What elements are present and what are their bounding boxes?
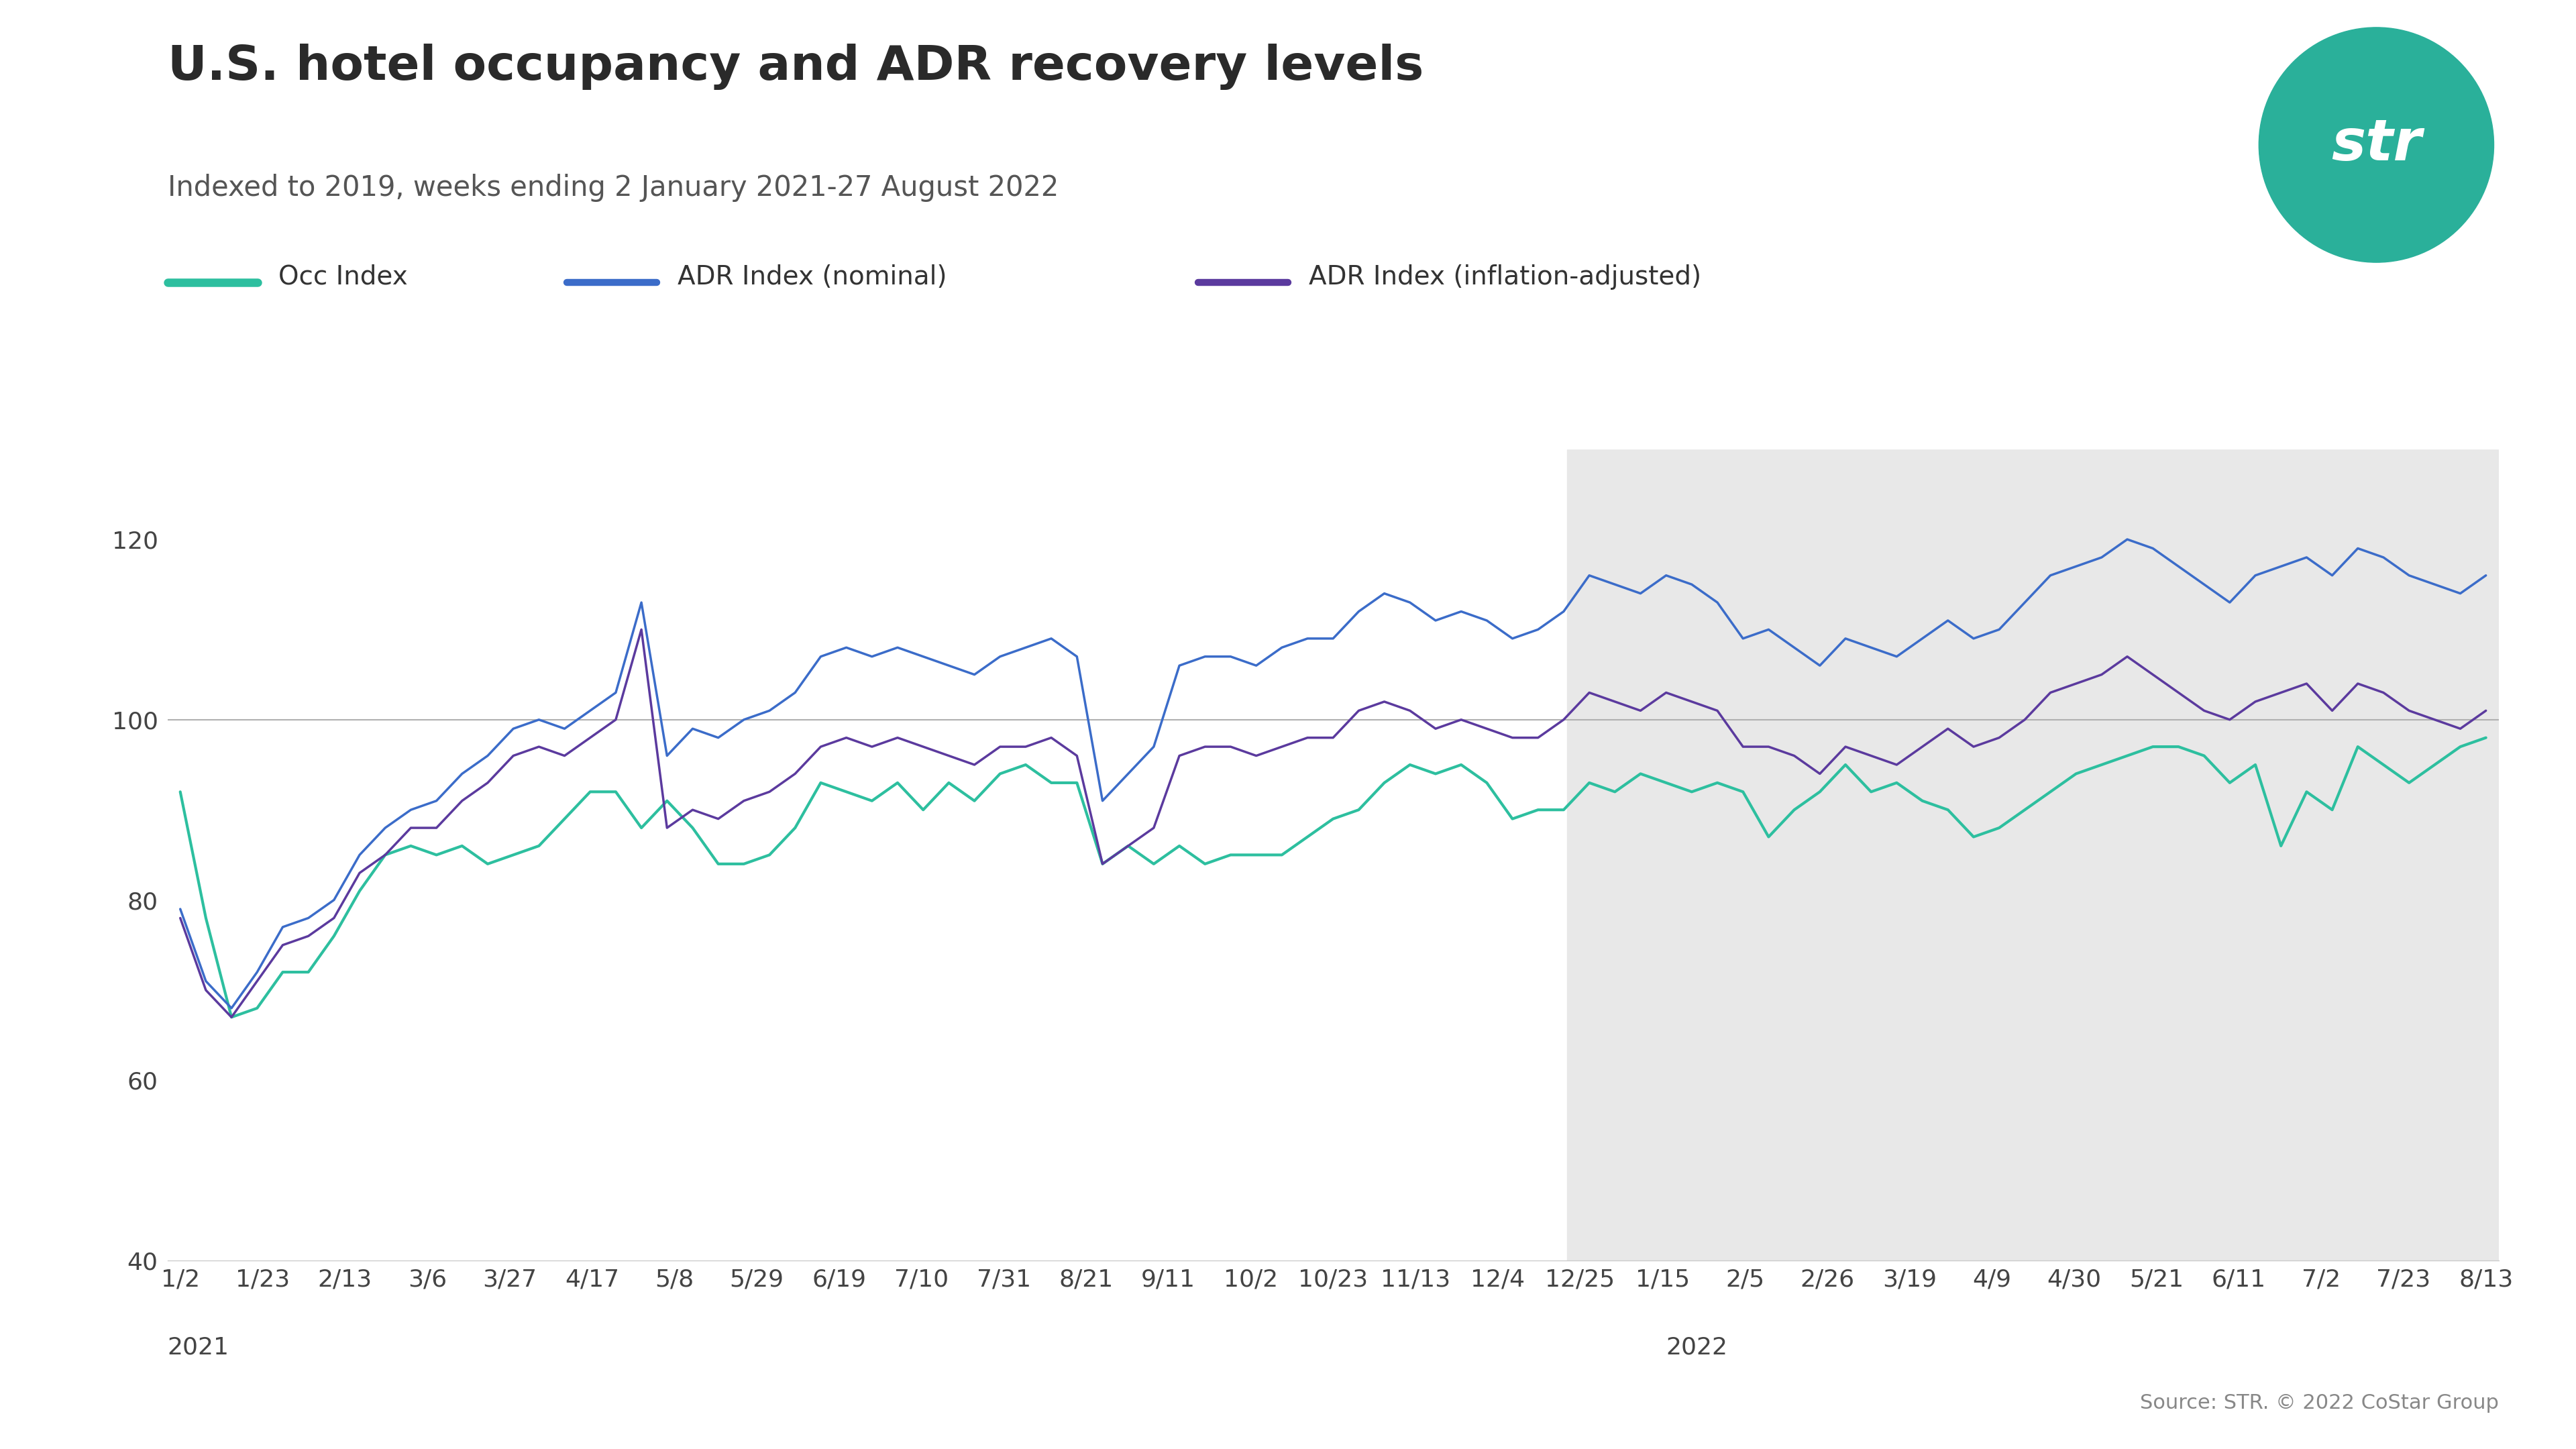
ADR Index (inflation-adjusted) — [1548, 711, 1579, 729]
Line: Occ Index: Occ Index — [180, 738, 2486, 1017]
Occ Index — [471, 855, 502, 872]
ADR Index (inflation-adjusted) — [2470, 701, 2501, 719]
ADR Index (nominal) — [165, 900, 196, 917]
ADR Index (nominal) — [471, 748, 502, 765]
ADR Index (inflation-adjusted) — [2164, 684, 2195, 701]
ADR Index (inflation-adjusted) — [2445, 720, 2476, 738]
Text: Occ Index: Occ Index — [278, 264, 407, 290]
ADR Index (nominal) — [2164, 558, 2195, 575]
Bar — [1566, 449, 2499, 1261]
ADR Index (inflation-adjusted) — [165, 910, 196, 927]
Occ Index — [2470, 729, 2501, 746]
Text: ADR Index (nominal): ADR Index (nominal) — [677, 264, 948, 290]
Occ Index — [781, 819, 811, 836]
Text: 2022: 2022 — [1667, 1336, 1728, 1359]
Occ Index — [216, 1009, 247, 1026]
Text: Source: STR. © 2022 CoStar Group: Source: STR. © 2022 CoStar Group — [2141, 1394, 2499, 1413]
Text: Indexed to 2019, weeks ending 2 January 2021-27 August 2022: Indexed to 2019, weeks ending 2 January … — [167, 174, 1059, 201]
Occ Index — [2138, 738, 2169, 755]
Line: ADR Index (nominal): ADR Index (nominal) — [180, 539, 2486, 1009]
Text: 2021: 2021 — [167, 1336, 229, 1359]
Occ Index — [2419, 756, 2450, 774]
ADR Index (nominal) — [729, 711, 760, 729]
Text: U.S. hotel occupancy and ADR recovery levels: U.S. hotel occupancy and ADR recovery le… — [167, 43, 1425, 90]
Text: str: str — [2331, 117, 2421, 172]
Line: ADR Index (inflation-adjusted): ADR Index (inflation-adjusted) — [180, 629, 2486, 1017]
ADR Index (inflation-adjusted) — [626, 620, 657, 638]
ADR Index (nominal) — [2445, 585, 2476, 603]
ADR Index (inflation-adjusted) — [216, 1009, 247, 1026]
Circle shape — [2259, 28, 2494, 262]
Occ Index — [2445, 738, 2476, 755]
ADR Index (inflation-adjusted) — [806, 738, 837, 755]
ADR Index (nominal) — [216, 1000, 247, 1017]
ADR Index (nominal) — [781, 684, 811, 701]
ADR Index (nominal) — [2112, 530, 2143, 548]
Text: ADR Index (inflation-adjusted): ADR Index (inflation-adjusted) — [1309, 264, 1700, 290]
ADR Index (inflation-adjusted) — [755, 782, 786, 800]
ADR Index (inflation-adjusted) — [471, 774, 502, 791]
Occ Index — [729, 855, 760, 872]
ADR Index (nominal) — [2470, 567, 2501, 584]
Occ Index — [165, 782, 196, 800]
ADR Index (nominal) — [1522, 620, 1553, 638]
